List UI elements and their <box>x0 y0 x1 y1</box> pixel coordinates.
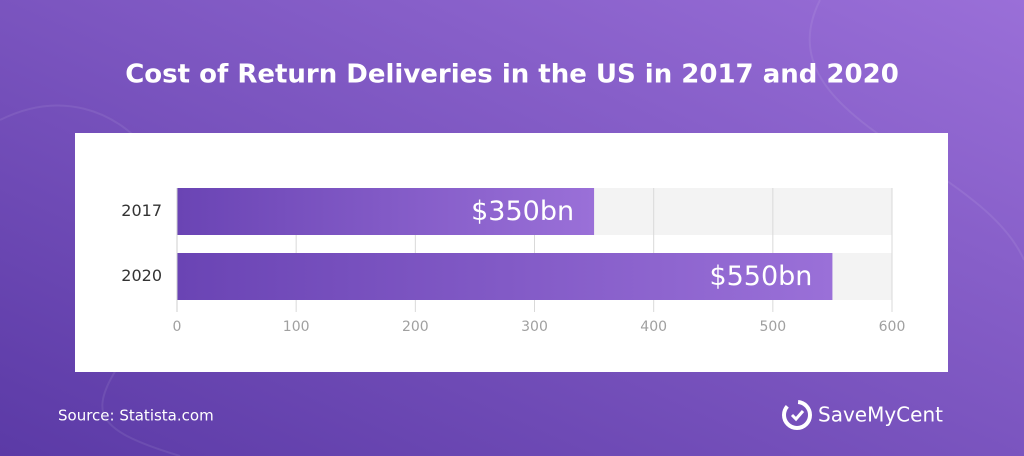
y-tick-label: 2017 <box>121 201 162 220</box>
x-tick-label: 100 <box>283 319 310 335</box>
logo-icon <box>790 410 805 422</box>
logo-icon <box>782 400 812 430</box>
bar <box>177 253 833 300</box>
x-tick-label: 300 <box>521 319 548 335</box>
data-label: $550bn <box>709 261 812 292</box>
x-tick-label: 200 <box>402 319 429 335</box>
data-label: $350bn <box>471 196 574 227</box>
x-tick-label: 0 <box>173 319 182 335</box>
source: Source: Statista.com <box>58 407 214 425</box>
x-tick-label: 600 <box>879 319 906 335</box>
x-tick-label: 400 <box>640 319 667 335</box>
y-tick-label: 2020 <box>121 266 162 285</box>
brand: SaveMyCent <box>818 403 943 427</box>
chart-title: Cost of Return Deliveries in the US in 2… <box>125 60 899 90</box>
x-tick-label: 500 <box>759 319 786 335</box>
brand-logo <box>782 400 812 430</box>
chart-card <box>75 133 948 372</box>
bar <box>177 188 595 235</box>
